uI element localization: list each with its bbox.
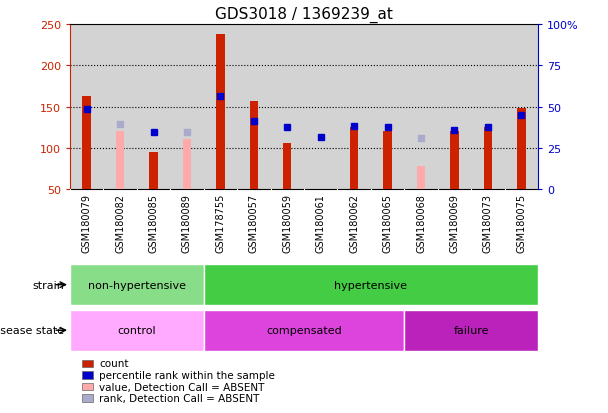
Text: control: control xyxy=(117,325,156,335)
Text: GSM180079: GSM180079 xyxy=(81,193,92,252)
Text: value, Detection Call = ABSENT: value, Detection Call = ABSENT xyxy=(99,382,264,392)
Text: GSM180068: GSM180068 xyxy=(416,193,426,252)
Text: rank, Detection Call = ABSENT: rank, Detection Call = ABSENT xyxy=(99,393,260,403)
Text: count: count xyxy=(99,358,129,368)
Bar xyxy=(70,264,204,306)
Text: GSM180089: GSM180089 xyxy=(182,193,192,252)
Text: non-hypertensive: non-hypertensive xyxy=(88,280,186,290)
Text: hypertensive: hypertensive xyxy=(334,280,407,290)
Bar xyxy=(283,144,291,190)
Bar xyxy=(417,167,425,190)
Text: GSM180082: GSM180082 xyxy=(115,193,125,252)
Text: GSM180065: GSM180065 xyxy=(382,193,393,252)
Bar xyxy=(70,310,204,351)
Bar xyxy=(250,102,258,190)
Text: compensated: compensated xyxy=(266,325,342,335)
Bar xyxy=(83,97,91,190)
Text: percentile rank within the sample: percentile rank within the sample xyxy=(99,370,275,380)
Bar xyxy=(404,310,538,351)
Text: GSM180061: GSM180061 xyxy=(316,193,326,252)
Bar xyxy=(204,264,538,306)
Bar xyxy=(183,140,191,190)
Text: GSM180059: GSM180059 xyxy=(282,193,292,252)
Text: GSM180062: GSM180062 xyxy=(349,193,359,252)
Bar xyxy=(350,128,358,190)
Text: failure: failure xyxy=(454,325,489,335)
Text: GSM178755: GSM178755 xyxy=(215,193,226,253)
Text: GSM180069: GSM180069 xyxy=(449,193,460,252)
Text: GSM180075: GSM180075 xyxy=(516,193,527,252)
Bar xyxy=(150,153,157,190)
Bar xyxy=(116,132,124,190)
Bar xyxy=(384,132,392,190)
Text: disease state: disease state xyxy=(0,325,64,335)
Bar xyxy=(204,310,404,351)
Text: GSM180057: GSM180057 xyxy=(249,193,259,252)
Title: GDS3018 / 1369239_at: GDS3018 / 1369239_at xyxy=(215,7,393,24)
Text: GSM180085: GSM180085 xyxy=(148,193,159,252)
Bar xyxy=(517,109,525,190)
Bar xyxy=(484,128,492,190)
Bar xyxy=(216,35,224,190)
Text: strain: strain xyxy=(32,280,64,290)
Bar xyxy=(451,132,458,190)
Text: GSM180073: GSM180073 xyxy=(483,193,493,252)
